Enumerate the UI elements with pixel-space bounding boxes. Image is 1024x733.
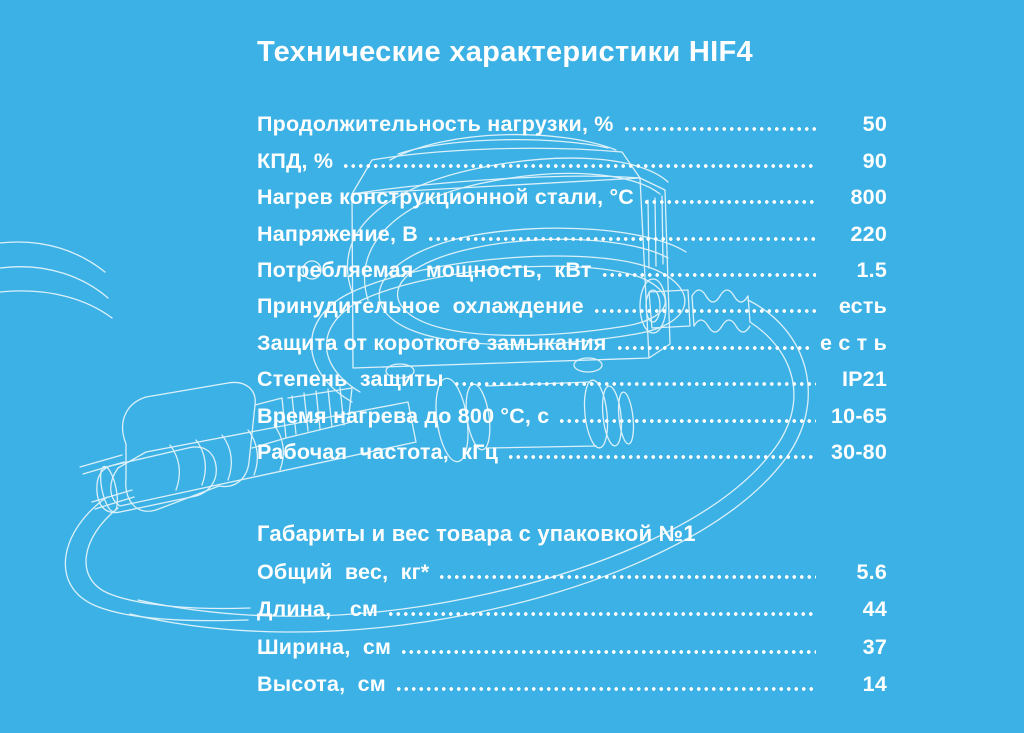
spec-label: Рабочая частота, кГц <box>257 439 499 464</box>
flexible-hose <box>64 299 809 633</box>
dotted-leader <box>427 236 816 241</box>
dimension-label: Длина, см <box>257 597 379 622</box>
dimension-row: Ширина, см 37 <box>257 622 887 660</box>
dotted-leader <box>452 382 816 387</box>
heating-gun <box>110 377 635 507</box>
dotted-leader <box>507 454 816 459</box>
dimension-label: Высота, см <box>257 672 386 697</box>
spec-value: 50 <box>862 112 887 137</box>
dimension-value: 14 <box>862 672 887 697</box>
spec-row: Рабочая частота, кГц 30-80 <box>257 429 887 465</box>
spec-value: 30-80 <box>831 439 887 464</box>
dimensions-header: Габариты и вес товара с упаковкой №1 <box>257 520 696 546</box>
dotted-leader <box>342 163 816 168</box>
spec-row: Степень защиты IP21 <box>257 356 887 392</box>
spec-row: КПД, % 90 <box>257 137 887 173</box>
spec-row: Потребляемая мощность, кВт 1.5 <box>257 247 887 283</box>
dotted-leader <box>592 309 816 314</box>
dimension-row: Высота, см 14 <box>257 660 887 698</box>
spec-list: Продолжительность нагрузки, % 50 КПД, % … <box>257 101 887 465</box>
spec-label: Продолжительность нагрузки, % <box>257 112 614 137</box>
spec-row: Напряжение, В 220 <box>257 210 887 246</box>
spec-value: IP21 <box>841 367 887 392</box>
page-title: Технические характеристики HIF4 <box>257 36 753 68</box>
spec-row: Нагрев конструкционной стали, °С 800 <box>257 174 887 210</box>
dimension-value: 5.6 <box>856 559 887 584</box>
spec-row: Принудительное охлаждение есть <box>257 283 887 319</box>
dotted-leader <box>615 345 812 350</box>
dotted-leader <box>600 272 816 277</box>
dotted-leader <box>438 574 816 579</box>
spec-value: 10-65 <box>831 403 887 428</box>
spec-value: е с т ь <box>820 330 887 355</box>
dotted-leader <box>558 418 816 423</box>
spec-label: Нагрев конструкционной стали, °С <box>257 185 635 210</box>
dimension-label: Ширина, см <box>257 634 392 659</box>
dotted-leader <box>400 649 816 654</box>
dimension-value: 37 <box>862 634 887 659</box>
dimension-row: Длина, см 44 <box>257 585 887 623</box>
spec-label: Принудительное охлаждение <box>257 294 584 319</box>
dotted-leader <box>394 687 816 692</box>
dimension-row: Общий вес, кг* 5.6 <box>257 547 887 585</box>
spec-value: 800 <box>850 185 887 210</box>
spec-label: Степень защиты <box>257 367 444 392</box>
dimensions-section: Габариты и вес товара с упаковкой №1 Общ… <box>257 507 887 697</box>
spec-row: Время нагрева до 800 °С, с 10-65 <box>257 392 887 428</box>
spec-sheet: Технические характеристики HIF4 Продолжи… <box>257 36 887 697</box>
spec-label: Защита от короткого замыкания <box>257 330 607 355</box>
spec-value: 90 <box>862 148 887 173</box>
spec-label: Напряжение, В <box>257 221 419 246</box>
heater-unit <box>302 133 671 379</box>
spec-label: Время нагрева до 800 °С, с <box>257 403 550 428</box>
spec-label: КПД, % <box>257 148 334 173</box>
spec-label: Потребляемая мощность, кВт <box>257 257 592 282</box>
dotted-leader <box>387 612 816 617</box>
spec-value: есть <box>838 294 887 319</box>
spec-value: 1.5 <box>856 257 887 282</box>
spec-row: Защита от короткого замыкания е с т ь <box>257 319 887 355</box>
dotted-leader <box>622 127 816 132</box>
dotted-leader <box>643 200 816 205</box>
dimension-value: 44 <box>862 597 887 622</box>
hose-fitting <box>648 289 751 333</box>
spec-value: 220 <box>850 221 887 246</box>
spec-row: Продолжительность нагрузки, % 50 <box>257 101 887 137</box>
dimension-label: Общий вес, кг* <box>257 559 430 584</box>
cable-waves <box>0 241 113 319</box>
